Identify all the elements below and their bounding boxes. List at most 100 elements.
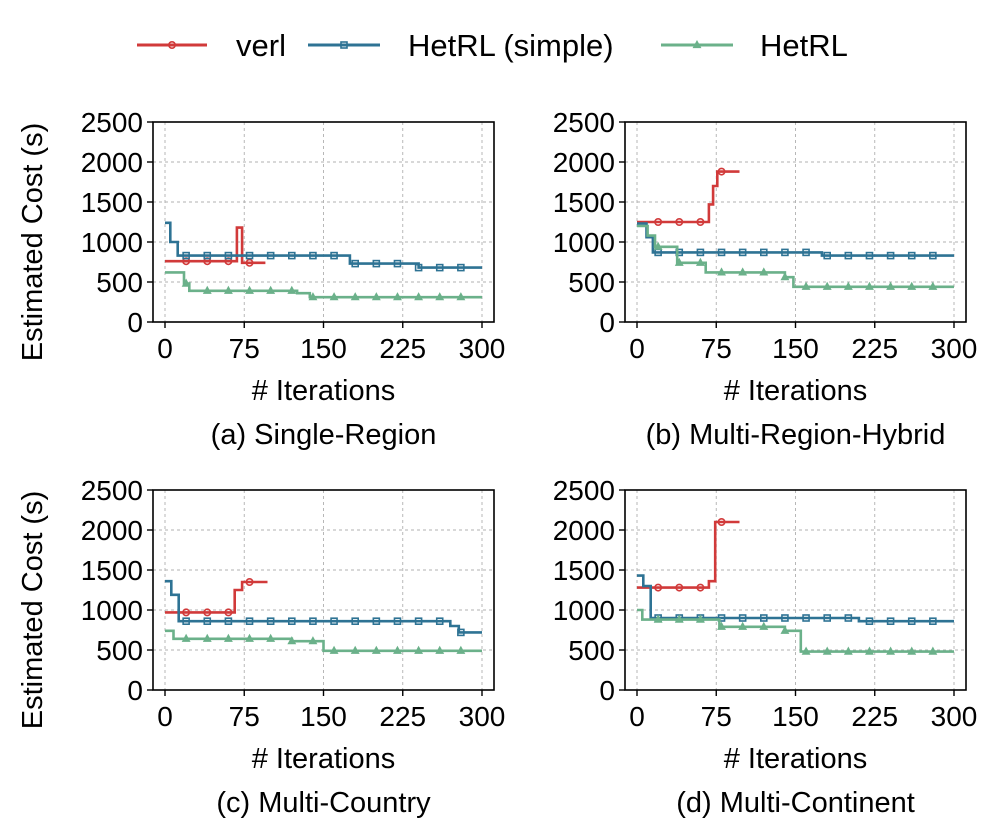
data-point-verl — [696, 583, 705, 592]
data-point-hetrl_simple — [844, 251, 853, 260]
data-point-hetrl — [266, 285, 276, 294]
data-point-hetrl — [435, 292, 445, 301]
data-point-hetrl_simple — [457, 263, 465, 272]
subplot-caption: (a) Single-Region — [211, 419, 437, 451]
x-tick-label: 225 — [379, 333, 426, 364]
data-point-hetrl — [886, 281, 896, 290]
x-axis-label: # Iterations — [724, 375, 867, 407]
data-point-hetrl_simple — [182, 617, 190, 626]
series-line-verl — [165, 580, 268, 614]
data-point-verl — [675, 583, 684, 592]
series-verl — [165, 226, 266, 267]
x-tick-label: 150 — [300, 701, 347, 732]
data-point-hetrl — [843, 646, 853, 655]
gridlines — [625, 121, 966, 323]
data-point-verl — [182, 608, 191, 617]
data-point-hetrl — [653, 614, 663, 623]
data-point-hetrl_simple — [823, 614, 832, 622]
data-point-hetrl_simple — [717, 614, 726, 622]
data-point-hetrl — [674, 614, 684, 623]
x-tick-label: 75 — [229, 701, 260, 732]
y-tick-label: 2000 — [553, 147, 615, 178]
data-point-hetrl_simple — [802, 614, 810, 622]
data-point-hetrl_simple — [759, 248, 768, 257]
x-tick-label: 0 — [157, 701, 173, 732]
y-tick-label: 2500 — [553, 475, 615, 506]
data-point-hetrl — [738, 267, 748, 276]
data-point-hetrl_simple — [717, 248, 726, 257]
series-hetrl — [637, 608, 954, 655]
x-tick-label: 0 — [629, 701, 645, 732]
data-point-hetrl — [223, 285, 233, 294]
series-hetrl — [637, 224, 954, 290]
chart-panel-1: 0 75 150 225 300 0 500 1000 1500 2000 2500 # Iterat… — [553, 107, 978, 451]
data-point-verl — [654, 218, 663, 227]
y-tick-label: 500 — [568, 635, 615, 666]
data-point-hetrl_simple — [865, 617, 874, 626]
legend-label-hetrl_simple: HetRL (simple) — [408, 28, 614, 63]
data-point-hetrl — [674, 257, 684, 266]
data-point-hetrl_simple — [203, 251, 212, 260]
data-point-hetrl_simple — [435, 263, 444, 272]
data-point-hetrl — [456, 645, 466, 654]
data-point-hetrl_simple — [287, 251, 296, 260]
series-verl — [637, 167, 740, 227]
data-point-hetrl_simple — [886, 617, 895, 626]
data-point-hetrl — [329, 292, 339, 301]
data-point-hetrl_simple — [781, 614, 789, 622]
data-point-verl — [224, 608, 233, 617]
subplot-caption: (d) Multi-Continent — [676, 787, 915, 819]
y-tick-label: 0 — [127, 675, 143, 706]
data-point-hetrl — [414, 645, 424, 654]
data-point-hetrl_simple — [393, 617, 402, 626]
x-axis-label: # Iterations — [252, 743, 395, 775]
legend-label-hetrl: HetRL — [760, 28, 848, 63]
series-hetrl_simple — [637, 574, 954, 626]
data-point-hetrl_simple — [738, 614, 747, 622]
chart-panel-2: 0 75 150 225 300 0 500 1000 1500 2000 2500 # Iterat… — [17, 475, 505, 819]
series-line-hetrl_simple — [165, 221, 482, 269]
data-point-hetrl — [456, 292, 466, 301]
data-point-hetrl — [865, 281, 874, 290]
series-verl — [637, 517, 740, 592]
data-point-hetrl — [245, 285, 254, 294]
series-line-verl — [637, 520, 740, 589]
data-point-hetrl — [695, 614, 705, 623]
data-point-verl — [675, 218, 684, 227]
y-tick-label: 1500 — [81, 555, 143, 586]
data-point-verl — [654, 583, 663, 592]
chart-panel-0: 0 75 150 225 300 0 500 1000 1500 2000 2500 # Iterat… — [17, 107, 505, 451]
data-point-hetrl — [181, 633, 191, 642]
y-tick-label: 1000 — [81, 227, 143, 258]
data-point-hetrl — [928, 281, 938, 290]
data-point-hetrl — [329, 645, 339, 654]
series-line-hetrl — [165, 629, 482, 653]
series-line-verl — [165, 226, 266, 265]
y-tick-label: 1500 — [553, 555, 615, 586]
y-tick-label: 2000 — [81, 515, 143, 546]
data-point-hetrl_simple — [287, 617, 296, 626]
data-point-verl — [696, 218, 705, 227]
data-point-hetrl — [928, 646, 938, 655]
data-point-hetrl_simple — [907, 251, 916, 260]
data-point-hetrl — [435, 645, 445, 654]
y-tick-label: 0 — [127, 307, 143, 338]
x-tick-label: 300 — [459, 333, 506, 364]
data-point-verl — [245, 258, 254, 267]
data-point-hetrl — [371, 645, 381, 654]
data-point-hetrl — [801, 281, 811, 290]
data-point-verl — [203, 608, 212, 617]
chart-panel-3: 0 75 150 225 300 0 500 1000 1500 2000 2500 # Iterat… — [553, 475, 978, 819]
data-point-hetrl — [717, 267, 726, 276]
data-point-hetrl_simple — [886, 251, 895, 260]
series-hetrl_simple — [637, 222, 954, 260]
x-tick-label: 150 — [300, 333, 347, 364]
y-axis-label: Estimated Cost (s) — [17, 123, 49, 362]
data-point-hetrl_simple — [351, 617, 360, 626]
y-axis-label: Estimated Cost (s) — [17, 491, 49, 730]
data-point-hetrl_simple — [435, 617, 444, 626]
data-point-hetrl_simple — [414, 617, 423, 626]
data-point-hetrl_simple — [738, 248, 747, 257]
data-point-hetrl — [843, 281, 853, 290]
